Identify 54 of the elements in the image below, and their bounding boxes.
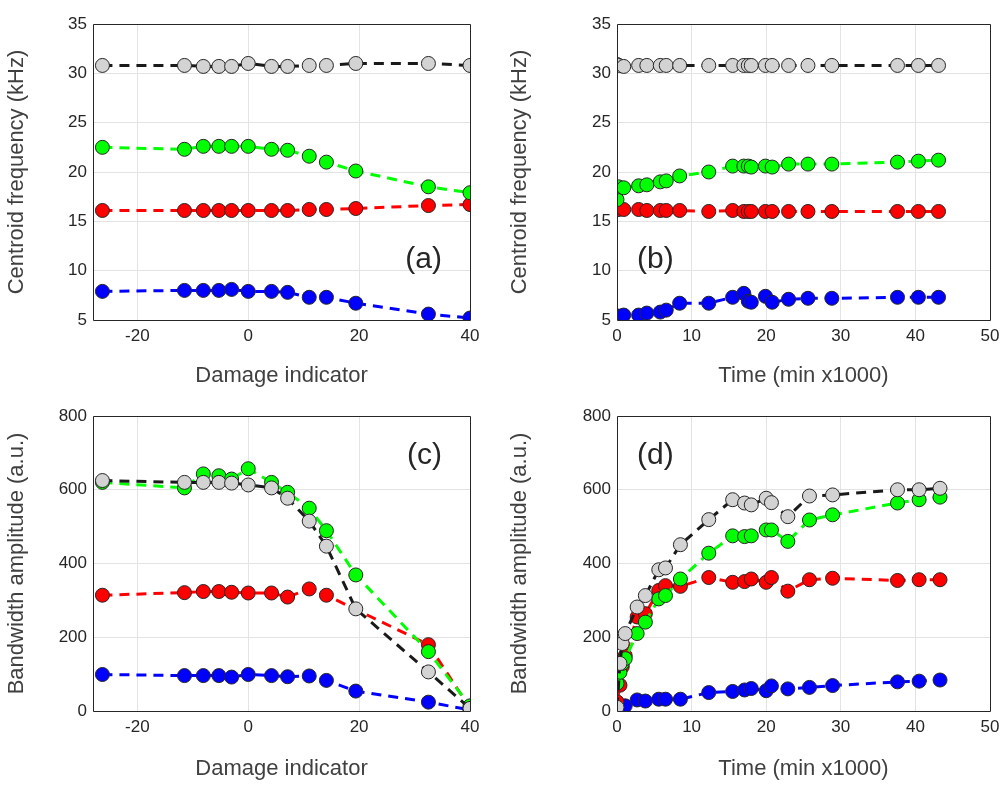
y-tick-label: 400 [58,553,87,573]
x-tick-label: 0 [243,716,253,736]
y-axis-title: Centroid frequency (kHz) [3,49,29,295]
x-tick-label: 20 [349,716,369,736]
y-tick-label: 0 [77,700,87,720]
y-axis-title: Centroid frequency (kHz) [506,49,532,295]
x-tick-label: 20 [756,325,776,345]
y-tick-label: 600 [58,479,87,499]
x-tick-label: 50 [980,716,1000,736]
x-tick-label: 50 [980,325,1000,345]
y-axis-title: Bandwidth amplitude (a.u.) [506,432,532,695]
x-tick-label: -20 [125,325,150,345]
x-tick-label: 10 [682,325,702,345]
y-tick-label: 800 [58,405,87,425]
y-tick-label: 30 [68,63,87,83]
x-axis-title: Time (min x1000) [718,754,889,780]
annotation: (a) [405,241,442,275]
y-tick-label: 25 [592,112,611,132]
y-tick-label: 30 [592,63,611,83]
y-tick-label: 15 [592,211,611,231]
x-tick-label: 20 [756,716,776,736]
x-tick-label: 30 [831,325,851,345]
y-tick-label: 5 [77,309,87,329]
y-tick-label: 0 [601,700,611,720]
x-tick-label: 40 [905,716,925,736]
x-tick-label: 40 [460,716,480,736]
x-tick-label: -20 [125,716,150,736]
y-tick-label: 20 [68,161,87,181]
y-tick-label: 400 [582,553,611,573]
y-axis-title: Bandwidth amplitude (a.u.) [3,432,29,695]
y-tick-label: 600 [582,479,611,499]
y-tick-label: 5 [601,309,611,329]
y-tick-label: 10 [592,260,611,280]
y-tick-label: 25 [68,112,87,132]
x-tick-label: 40 [905,325,925,345]
x-axis-title: Time (min x1000) [718,361,889,387]
y-tick-label: 10 [68,260,87,280]
y-tick-label: 200 [58,626,87,646]
annotation: (b) [637,241,674,275]
y-tick-label: 35 [68,13,87,33]
y-tick-label: 800 [582,405,611,425]
x-tick-label: 30 [831,716,851,736]
x-axis-title: Damage indicator [195,361,368,387]
annotation: (d) [637,437,674,471]
y-tick-label: 200 [582,626,611,646]
annotation: (c) [407,437,442,471]
x-axis-title: Damage indicator [195,754,368,780]
y-tick-label: 35 [592,13,611,33]
y-tick-label: 15 [68,211,87,231]
x-tick-label: 0 [243,325,253,345]
y-tick-label: 20 [592,161,611,181]
x-tick-label: 10 [682,716,702,736]
x-tick-label: 40 [460,325,480,345]
x-tick-label: 20 [349,325,369,345]
